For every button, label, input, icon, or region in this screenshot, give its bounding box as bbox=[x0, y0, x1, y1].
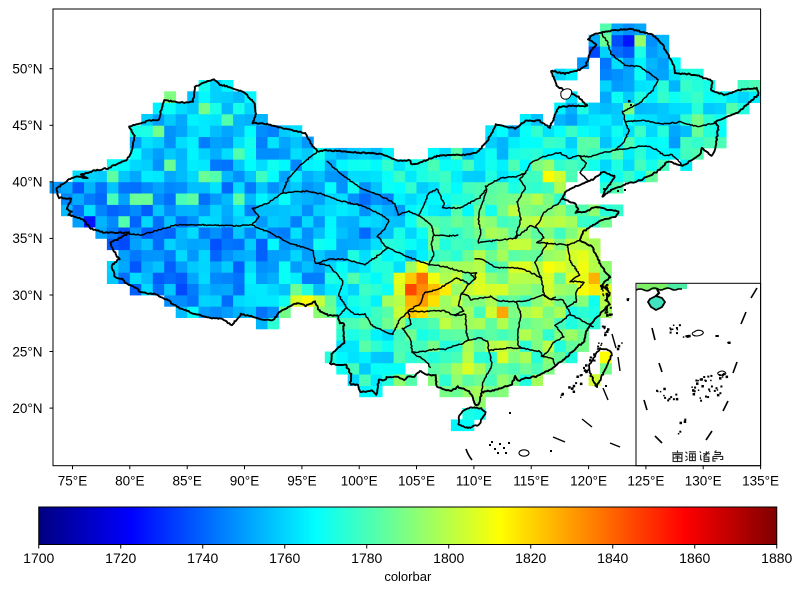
svg-text:125°E: 125°E bbox=[627, 474, 664, 489]
svg-text:1820: 1820 bbox=[515, 550, 546, 566]
svg-text:1740: 1740 bbox=[187, 550, 218, 566]
svg-text:25°N: 25°N bbox=[12, 344, 42, 359]
svg-text:35°N: 35°N bbox=[12, 231, 42, 246]
svg-text:1840: 1840 bbox=[597, 550, 628, 566]
svg-text:30°N: 30°N bbox=[12, 288, 42, 303]
svg-text:90°E: 90°E bbox=[230, 474, 259, 489]
svg-text:1780: 1780 bbox=[351, 550, 382, 566]
svg-text:20°N: 20°N bbox=[12, 401, 42, 416]
svg-text:1720: 1720 bbox=[105, 550, 136, 566]
svg-text:85°E: 85°E bbox=[172, 474, 201, 489]
svg-text:1700: 1700 bbox=[23, 550, 54, 566]
svg-text:130°E: 130°E bbox=[685, 474, 722, 489]
svg-text:50°N: 50°N bbox=[12, 62, 42, 77]
svg-text:75°E: 75°E bbox=[58, 474, 87, 489]
svg-text:110°E: 110°E bbox=[456, 474, 492, 489]
svg-text:colorbar: colorbar bbox=[384, 569, 432, 584]
svg-text:135°E: 135°E bbox=[742, 474, 779, 489]
svg-text:100°E: 100°E bbox=[341, 474, 378, 489]
svg-text:1880: 1880 bbox=[761, 550, 792, 566]
svg-text:115°E: 115°E bbox=[513, 474, 549, 489]
svg-text:1760: 1760 bbox=[269, 550, 300, 566]
svg-text:105°E: 105°E bbox=[398, 474, 435, 489]
svg-text:1800: 1800 bbox=[433, 550, 464, 566]
svg-text:45°N: 45°N bbox=[12, 118, 42, 133]
svg-text:95°E: 95°E bbox=[287, 474, 316, 489]
svg-text:40°N: 40°N bbox=[12, 175, 42, 190]
svg-text:80°E: 80°E bbox=[115, 474, 144, 489]
svg-text:1860: 1860 bbox=[679, 550, 710, 566]
svg-text:120°E: 120°E bbox=[570, 474, 607, 489]
